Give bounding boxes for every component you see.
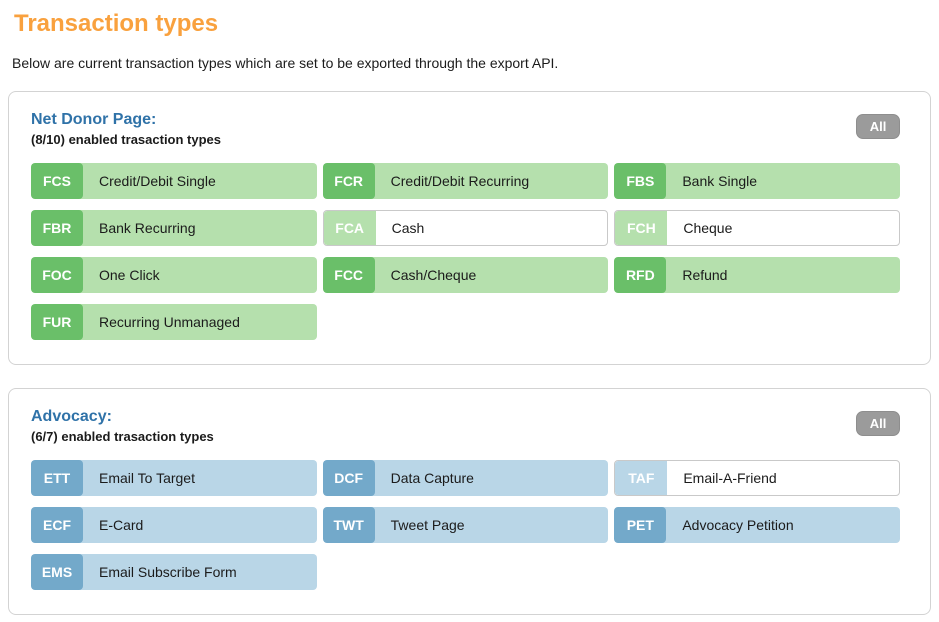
- transaction-code-badge: TAF: [615, 461, 668, 496]
- transaction-code-badge: FUR: [31, 304, 83, 341]
- transaction-type-label: Tweet Page: [390, 517, 465, 534]
- transaction-type-tile[interactable]: ETT Email To Target: [31, 460, 317, 497]
- section-header-text: Advocacy: (6/7) enabled trasaction types: [31, 407, 214, 444]
- select-all-button[interactable]: All: [856, 411, 900, 437]
- transaction-code-badge: DCF: [322, 460, 375, 497]
- transaction-code-badge: TWT: [322, 507, 375, 544]
- transaction-type-label: Refund: [682, 267, 728, 284]
- section-header: Advocacy: (6/7) enabled trasaction types…: [31, 407, 900, 444]
- transaction-type-label: Cash/Cheque: [390, 267, 477, 284]
- transaction-code-badge: RFD: [614, 257, 667, 294]
- transaction-type-tile[interactable]: FBR Bank Recurring: [31, 210, 317, 247]
- transaction-type-tile[interactable]: DCF Data Capture: [322, 460, 609, 497]
- transaction-type-tile[interactable]: FCC Cash/Cheque: [322, 257, 609, 294]
- transaction-type-tile[interactable]: ECF E-Card: [31, 507, 317, 544]
- transaction-type-label: Cheque: [683, 220, 733, 237]
- transaction-type-label: Email To Target: [99, 470, 195, 487]
- page-title: Transaction types: [14, 10, 219, 37]
- transaction-type-label: Email Subscribe Form: [99, 564, 237, 581]
- transaction-type-label: Bank Recurring: [99, 220, 196, 237]
- tiles-grid: FCS Credit/Debit Single FCR Credit/Debit…: [31, 163, 900, 341]
- transaction-code-badge: FCR: [322, 163, 375, 200]
- section-enabled-count: (8/10) enabled trasaction types: [31, 132, 222, 148]
- transaction-code-badge: FBR: [31, 210, 83, 247]
- transaction-code-badge: FCS: [31, 163, 83, 200]
- transaction-code-badge: FCC: [322, 257, 375, 294]
- transaction-type-tile[interactable]: FCA Cash: [322, 210, 609, 247]
- transaction-code-badge: EMS: [31, 554, 83, 591]
- select-all-button[interactable]: All: [856, 114, 900, 139]
- transaction-type-label: One Click: [99, 267, 160, 284]
- transaction-type-tile[interactable]: EMS Email Subscribe Form: [31, 554, 317, 591]
- transaction-type-label: Credit/Debit Recurring: [390, 173, 530, 190]
- transaction-type-tile[interactable]: FUR Recurring Unmanaged: [31, 304, 317, 341]
- transaction-type-label: Email-A-Friend: [683, 470, 777, 487]
- transaction-type-label: Advocacy Petition: [682, 517, 794, 534]
- transaction-type-label: Data Capture: [390, 470, 474, 487]
- transaction-code-badge: ETT: [31, 460, 83, 497]
- transaction-type-tile[interactable]: FCS Credit/Debit Single: [31, 163, 317, 200]
- transaction-type-label: Credit/Debit Single: [99, 173, 216, 190]
- section-header: Net Donor Page: (8/10) enabled trasactio…: [31, 110, 900, 147]
- transaction-type-tile[interactable]: FOC One Click: [31, 257, 317, 294]
- transaction-type-label: Bank Single: [682, 173, 758, 190]
- section-title: Net Donor Page:: [31, 111, 157, 128]
- transaction-code-badge: PET: [614, 507, 667, 544]
- transaction-type-label: E-Card: [99, 517, 144, 534]
- transaction-type-tile[interactable]: RFD Refund: [614, 257, 900, 294]
- tiles-grid: ETT Email To Target DCF Data Capture TAF…: [31, 460, 900, 591]
- transaction-type-tile[interactable]: FBS Bank Single: [614, 163, 900, 200]
- transaction-type-tile[interactable]: FCR Credit/Debit Recurring: [322, 163, 609, 200]
- sections-container: Net Donor Page: (8/10) enabled trasactio…: [8, 91, 931, 616]
- transaction-code-badge: FOC: [31, 257, 83, 294]
- transaction-code-badge: FCH: [615, 211, 668, 246]
- transaction-code-badge: FCA: [323, 211, 376, 246]
- section-header-text: Net Donor Page: (8/10) enabled trasactio…: [31, 110, 221, 147]
- transaction-section: Advocacy: (6/7) enabled trasaction types…: [8, 388, 931, 616]
- transaction-type-label: Recurring Unmanaged: [99, 314, 240, 331]
- transaction-type-tile[interactable]: PET Advocacy Petition: [614, 507, 900, 544]
- transaction-type-tile[interactable]: TAF Email-A-Friend: [614, 460, 900, 497]
- section-enabled-count: (6/7) enabled trasaction types: [31, 429, 214, 445]
- transaction-section: Net Donor Page: (8/10) enabled trasactio…: [8, 91, 931, 366]
- page-subtitle: Below are current transaction types whic…: [12, 55, 559, 71]
- transaction-code-badge: FBS: [614, 163, 667, 200]
- transaction-code-badge: ECF: [31, 507, 83, 544]
- transaction-type-tile[interactable]: TWT Tweet Page: [322, 507, 609, 544]
- transaction-type-label: Cash: [391, 220, 425, 237]
- section-title: Advocacy:: [31, 408, 112, 426]
- transaction-type-tile[interactable]: FCH Cheque: [614, 210, 900, 247]
